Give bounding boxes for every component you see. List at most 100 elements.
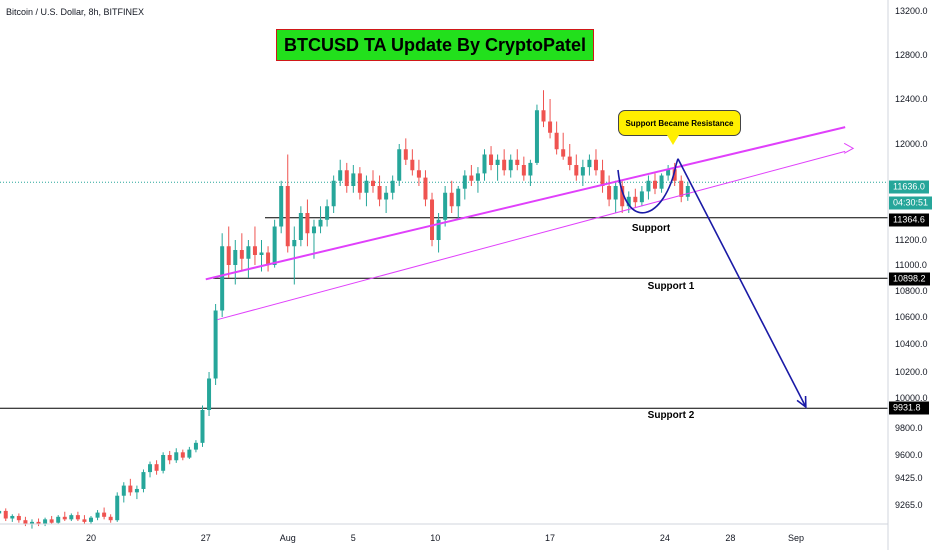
price-tick-12: 9800.0 xyxy=(895,423,923,433)
time-tick-2: Aug xyxy=(279,533,296,543)
chart-title: BTCUSD TA Update By CryptoPatel xyxy=(276,29,594,61)
candle-14 xyxy=(82,515,87,525)
candle-8 xyxy=(43,517,48,527)
candle-40 xyxy=(252,226,257,265)
price-tick-6: 11000.0 xyxy=(895,260,927,270)
price-tick-0: 13200.0 xyxy=(895,6,928,16)
candle-16 xyxy=(95,510,100,521)
candle-92 xyxy=(593,149,598,176)
candle-23 xyxy=(141,469,146,493)
price-tick-3: 12000.0 xyxy=(895,139,928,149)
candle-85 xyxy=(548,99,553,139)
time-tick-4: 10 xyxy=(430,533,441,543)
trend-line-arrowhead xyxy=(843,142,855,154)
candle-47 xyxy=(298,206,303,247)
candle-81 xyxy=(521,156,526,181)
projection-arrowhead xyxy=(796,395,807,409)
candle-84 xyxy=(541,90,546,128)
candle-74 xyxy=(475,167,480,193)
retest-arc xyxy=(617,164,677,214)
support-price-label: 11364.6 xyxy=(889,213,929,227)
callout-pointer xyxy=(667,135,679,145)
candle-12 xyxy=(69,513,74,522)
candle-15 xyxy=(89,515,93,525)
candle-10 xyxy=(56,515,61,525)
price-tick-10: 10200.0 xyxy=(895,367,928,377)
candle-93 xyxy=(600,159,605,193)
candle-24 xyxy=(148,461,153,478)
price-tick-2: 12400.0 xyxy=(895,94,928,104)
price-tick-13: 9600.0 xyxy=(895,450,923,460)
candle-77 xyxy=(495,154,500,181)
candle-7 xyxy=(36,518,41,527)
candle-30 xyxy=(187,446,192,459)
candle-38 xyxy=(239,233,244,272)
candle-34 xyxy=(213,304,218,385)
candle-101 xyxy=(653,173,657,195)
candle-5 xyxy=(23,516,28,527)
candle-100 xyxy=(646,175,651,200)
price-tick-7: 10800.0 xyxy=(895,286,928,296)
candle-69 xyxy=(443,186,448,227)
support-1-price-label: 10898.2 xyxy=(889,272,930,286)
candle-27 xyxy=(167,450,172,465)
candle-71 xyxy=(456,186,461,220)
candle-91 xyxy=(587,154,592,176)
candle-86 xyxy=(554,121,559,155)
candle-37 xyxy=(233,240,238,285)
peak-connector xyxy=(675,158,679,166)
candle-29 xyxy=(180,449,185,461)
candle-51 xyxy=(325,199,330,227)
candle-1 xyxy=(0,510,2,514)
support-label: Support xyxy=(631,223,671,234)
candle-59 xyxy=(377,175,382,207)
candle-13 xyxy=(75,511,80,522)
candle-98 xyxy=(633,188,638,208)
candle-4 xyxy=(16,513,21,523)
candle-87 xyxy=(561,132,566,160)
candle-26 xyxy=(161,452,166,474)
candle-90 xyxy=(580,159,585,186)
candle-45 xyxy=(285,154,290,253)
annotation-lines xyxy=(205,126,855,409)
candle-21 xyxy=(128,478,133,496)
candle-64 xyxy=(410,149,415,176)
candle-20 xyxy=(121,482,126,503)
candle-106 xyxy=(685,181,690,201)
candle-44 xyxy=(279,180,284,234)
candle-68 xyxy=(436,213,441,253)
candle-43 xyxy=(272,219,277,268)
candle-46 xyxy=(292,226,297,285)
candle-25 xyxy=(154,460,159,475)
candle-66 xyxy=(423,170,428,207)
price-tick-5: 11200.0 xyxy=(895,235,927,245)
symbol-header[interactable]: Bitcoin / U.S. Dollar, 8h, BITFINEX xyxy=(6,7,145,17)
time-tick-0: 20 xyxy=(85,533,97,543)
resistance-callout: Support Became Resistance xyxy=(618,110,741,136)
candle-22 xyxy=(134,485,139,500)
candle-56 xyxy=(357,167,362,200)
candle-80 xyxy=(515,149,520,171)
price-tick-11: 10000.0 xyxy=(895,393,928,403)
candle-72 xyxy=(462,170,467,200)
candle-99 xyxy=(639,186,644,207)
candle-83 xyxy=(534,104,539,165)
candle-39 xyxy=(246,240,251,278)
candle-33 xyxy=(207,372,212,416)
candle-61 xyxy=(390,175,395,200)
candle-70 xyxy=(449,180,454,213)
candle-94 xyxy=(607,175,612,207)
candle-9 xyxy=(49,515,54,525)
price-tick-9: 10400.0 xyxy=(895,339,928,349)
candle-55 xyxy=(351,165,356,193)
projection-arrow-line xyxy=(677,158,807,408)
candle-11 xyxy=(62,511,67,522)
candle-105 xyxy=(679,175,684,203)
support-2-label: Support 2 xyxy=(647,410,695,421)
candle-42 xyxy=(266,246,271,272)
candle-102 xyxy=(659,173,664,193)
candle-63 xyxy=(403,138,408,165)
candle-31 xyxy=(193,440,198,453)
candle-89 xyxy=(574,154,579,181)
